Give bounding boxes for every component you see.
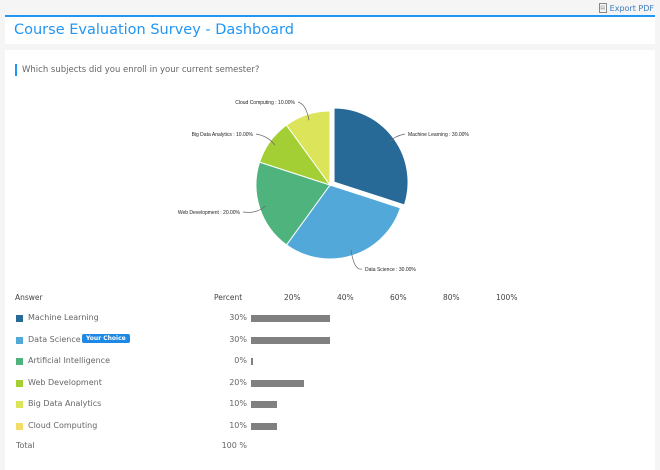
answer-label: Artificial Intelligence	[28, 356, 110, 365]
total-value: 100 %	[221, 441, 247, 450]
legend-swatch	[16, 315, 23, 322]
answer-header: Answer	[15, 293, 43, 302]
pie-leader-line	[242, 205, 266, 213]
axis-tick: 80%	[443, 293, 460, 302]
pie-leader-line	[388, 133, 406, 143]
answer-row: Big Data Analytics 10%	[5, 398, 655, 412]
answer-percent: 30%	[229, 313, 247, 322]
pie-leader-line	[297, 101, 310, 121]
export-label: Export PDF	[609, 3, 654, 13]
legend-swatch	[16, 422, 23, 430]
answer-row: Machine Learning 30%	[5, 312, 655, 326]
pie-slice[interactable]	[333, 107, 409, 206]
answer-percent: 0%	[234, 356, 247, 365]
page-header: Course Evaluation Survey - Dashboard	[5, 15, 655, 44]
pie-label: Data Science : 30.00%	[365, 267, 416, 273]
answer-label: Data Science	[28, 334, 81, 344]
percent-bar	[251, 379, 304, 387]
axis-tick: 100%	[496, 293, 518, 302]
answer-row: Cloud Computing 10%	[5, 420, 655, 434]
axis-tick: 60%	[390, 293, 407, 302]
legend-swatch	[16, 379, 23, 387]
answer-percent: 10%	[229, 399, 247, 408]
percent-bar	[251, 315, 331, 322]
pie-leader-line	[350, 249, 363, 270]
answer-row: Data Science Your Choice 30%	[5, 333, 655, 348]
axis-tick: 20%	[284, 293, 301, 302]
pdf-icon: ▤	[598, 3, 607, 13]
answer-percent: 10%	[229, 420, 247, 430]
page-title: Course Evaluation Survey - Dashboard	[14, 22, 294, 38]
percent-bar	[251, 401, 278, 408]
export-pdf-button[interactable]: ▤ Export PDF	[598, 3, 654, 13]
axis-tick: 40%	[337, 293, 354, 302]
pie-slice[interactable]	[285, 184, 402, 260]
total-row: Total 100 %	[5, 440, 655, 454]
answer-percent: 30%	[229, 334, 247, 344]
total-label: Total	[16, 441, 35, 450]
pie-label: Machine Learning : 30.00%	[408, 132, 469, 138]
legend-swatch	[16, 358, 23, 365]
answer-label: Machine Learning	[28, 313, 99, 322]
percent-bar	[251, 336, 331, 344]
answer-label: Web Development	[28, 377, 102, 387]
legend-swatch	[16, 401, 23, 408]
percent-bar	[251, 358, 253, 365]
answer-label: Big Data Analytics	[28, 399, 102, 408]
question-card: Which subjects did you enroll in your cu…	[5, 50, 655, 470]
pie-leader-line	[255, 133, 276, 146]
answer-row: Artificial Intelligence 0%	[5, 355, 655, 369]
percent-bar	[251, 422, 278, 430]
pie-label: Big Data Analytics : 10.00%	[192, 132, 254, 138]
answer-percent: 20%	[229, 377, 247, 387]
pie-slice[interactable]	[285, 110, 331, 187]
pie-chart: Machine Learning : 30.00% Data Science : …	[178, 100, 470, 273]
legend-swatch	[16, 336, 23, 344]
question-text: Which subjects did you enroll in your cu…	[15, 64, 259, 76]
answer-row: Web Development 20%	[5, 377, 655, 391]
pie-slice[interactable]	[255, 161, 331, 246]
percent-header: Percent	[214, 293, 243, 302]
answer-label: Cloud Computing	[28, 420, 98, 430]
pie-label: Web Development : 20.00%	[178, 210, 241, 216]
your-choice-badge: Your Choice	[82, 333, 130, 343]
pie-label: Cloud Computing : 10.00%	[235, 100, 295, 106]
